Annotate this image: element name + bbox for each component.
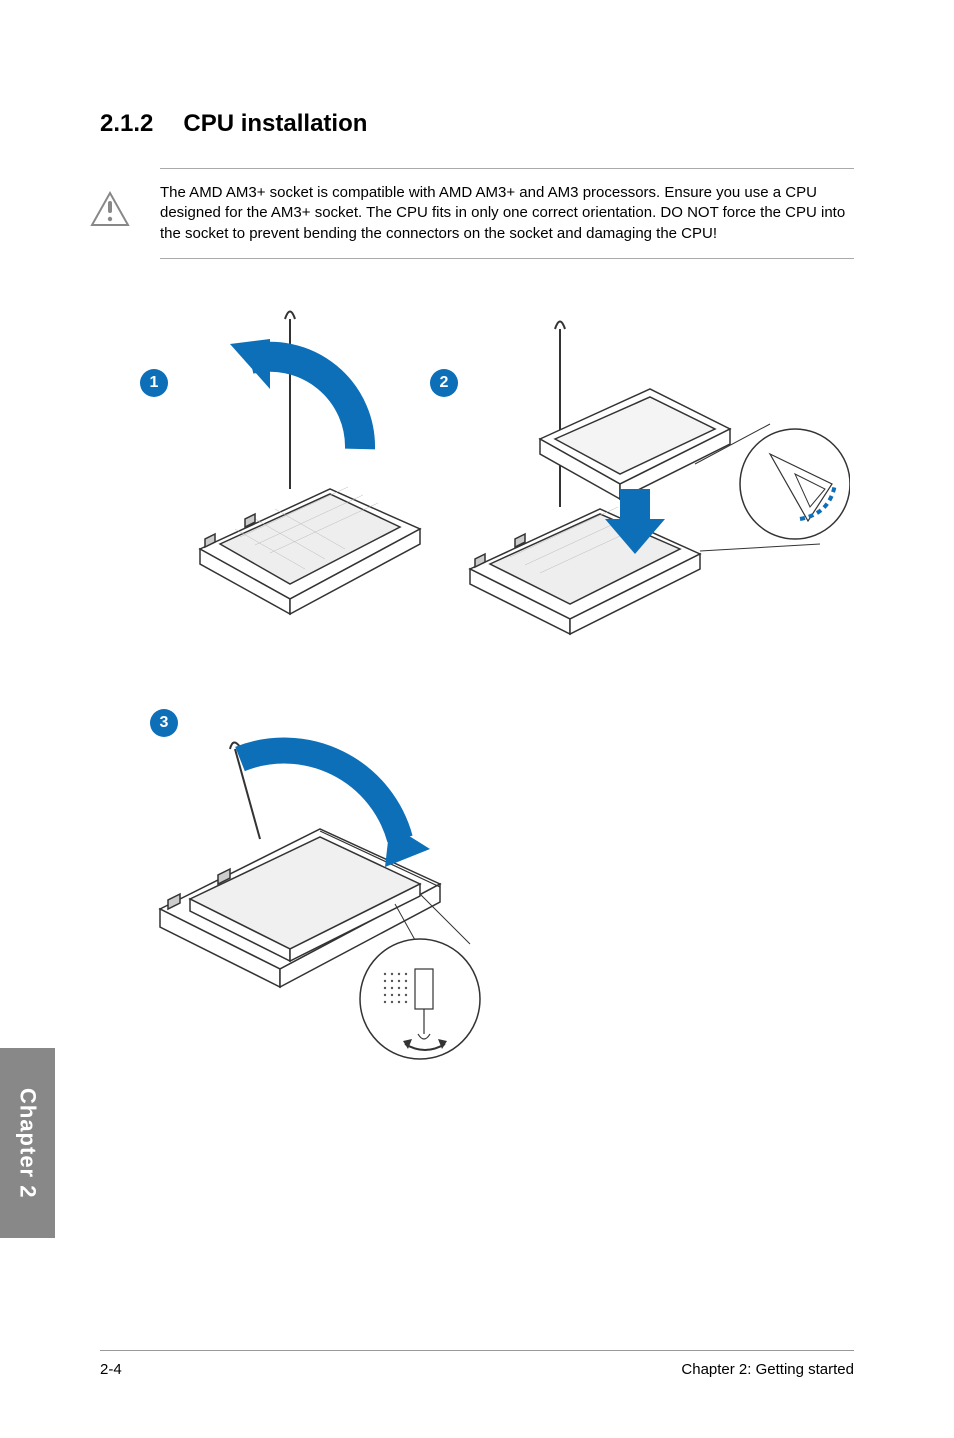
diagram-step-2 bbox=[400, 289, 850, 649]
side-tab-label: Chapter 2 bbox=[15, 1088, 41, 1198]
section-heading: 2.1.2 CPU installation bbox=[100, 110, 854, 138]
caution-text: The AMD AM3+ socket is compatible with A… bbox=[160, 183, 854, 244]
caution-callout: The AMD AM3+ socket is compatible with A… bbox=[160, 168, 854, 259]
footer-chapter: Chapter 2: Getting started bbox=[681, 1361, 854, 1378]
section-title: CPU installation bbox=[183, 110, 367, 138]
manual-page: 2.1.2 CPU installation The AMD AM3+ sock… bbox=[0, 0, 954, 1438]
section-number: 2.1.2 bbox=[100, 110, 153, 138]
diagram-step-1 bbox=[160, 289, 440, 629]
page-number: 2-4 bbox=[100, 1361, 122, 1378]
lever-down-arrow bbox=[240, 750, 400, 838]
diagram-step-3 bbox=[120, 689, 540, 1069]
chapter-side-tab: Chapter 2 bbox=[0, 1048, 55, 1238]
installation-diagrams: 1 bbox=[100, 289, 854, 1069]
caution-icon bbox=[90, 189, 130, 244]
page-footer: 2-4 Chapter 2: Getting started bbox=[100, 1350, 854, 1378]
